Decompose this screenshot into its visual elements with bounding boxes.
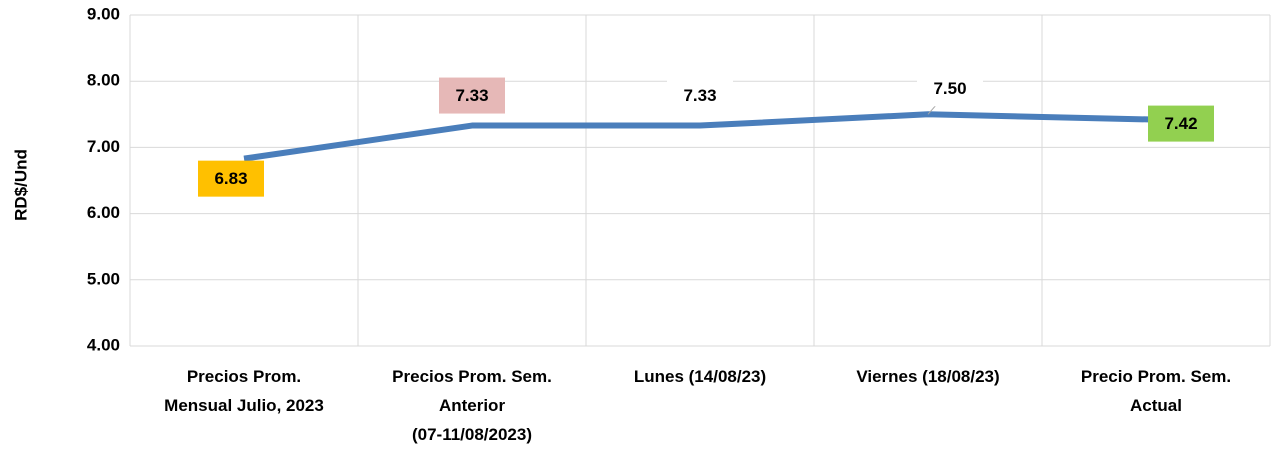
- x-tick-label-line: Mensual Julio, 2023: [164, 396, 324, 415]
- x-tick-label-line: Anterior: [439, 396, 506, 415]
- y-tick-label: 4.00: [87, 335, 120, 354]
- x-tick-label-line: Precios Prom. Sem.: [392, 367, 552, 386]
- x-tick-label-line: Viernes (18/08/23): [856, 367, 999, 386]
- y-axis-title: RD$/Und: [11, 149, 30, 221]
- y-tick-label: 5.00: [87, 269, 120, 288]
- data-label-box: [439, 77, 505, 114]
- y-tick-label: 7.00: [87, 137, 120, 156]
- y-tick-label: 6.00: [87, 203, 120, 222]
- x-tick-label: Precios Prom. Mensual Julio, 2023: [164, 367, 324, 415]
- data-label-box: [198, 160, 264, 197]
- x-tick-label-line: Lunes (14/08/23): [634, 367, 766, 386]
- x-tick-label-line: Actual: [1130, 396, 1182, 415]
- y-tick-label: 8.00: [87, 71, 120, 90]
- x-tick-label-line: Precios Prom.: [187, 367, 301, 386]
- data-label-box: [667, 77, 733, 114]
- data-label-box: [1148, 105, 1214, 142]
- data-label: 7.33: [683, 86, 716, 105]
- x-tick-label: Viernes (18/08/23): [856, 367, 999, 386]
- y-tick-label: 9.00: [87, 4, 120, 23]
- x-tick-label: Lunes (14/08/23): [634, 367, 766, 386]
- x-tick-label: Precios Prom. Sem. Anterior (07-11/08/2023…: [392, 367, 552, 444]
- x-tick-label-line: (07-11/08/2023): [412, 425, 532, 444]
- data-label: 7.50: [933, 79, 966, 98]
- x-tick-label: Precio Prom. Sem. Actual: [1081, 367, 1231, 415]
- data-label: 7.33: [455, 86, 488, 105]
- data-label-box: [917, 70, 983, 107]
- data-label: 7.42: [1164, 114, 1197, 133]
- x-tick-label-line: Precio Prom. Sem.: [1081, 367, 1231, 386]
- data-label: 6.83: [214, 169, 247, 188]
- line: [243, 111, 1157, 162]
